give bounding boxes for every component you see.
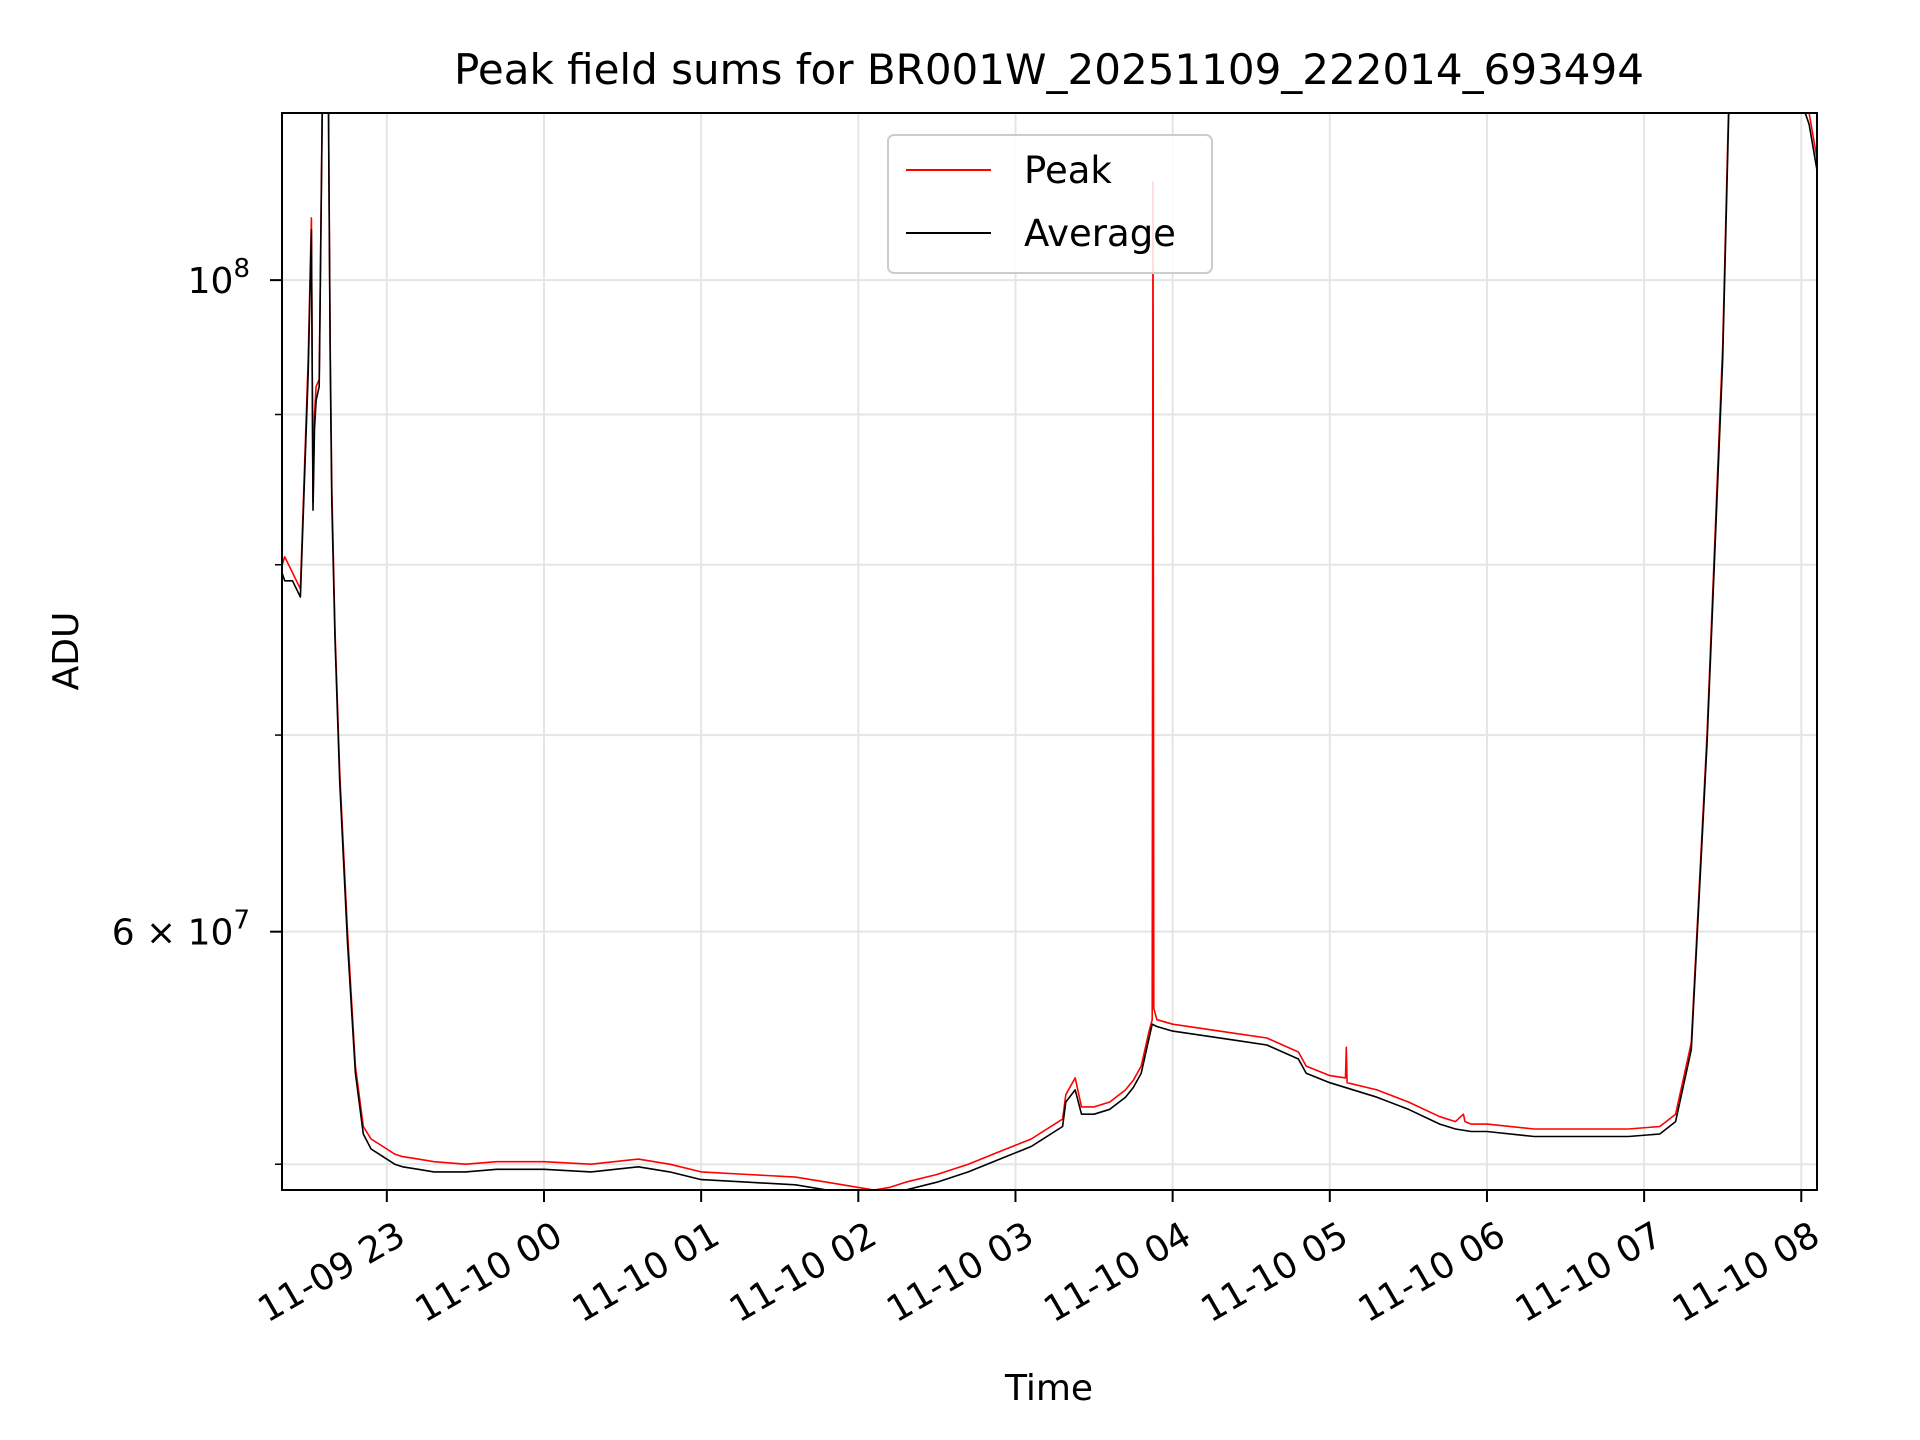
series-layer: [282, 113, 1817, 1190]
chart-title: Peak field sums for BR001W_20251109_2220…: [454, 45, 1644, 94]
y-tick-label: 6 × 107: [112, 906, 250, 954]
legend: Peak Average: [887, 134, 1213, 274]
y-tick-label: 108: [188, 254, 250, 302]
y-axis-label: ADU: [46, 612, 87, 691]
y-tick-label-base: 6 × 10: [112, 913, 234, 954]
y-tick-label-exponent: 8: [233, 254, 250, 284]
y-tick-label-base: 10: [188, 261, 234, 302]
x-axis-label: Time: [1004, 1368, 1093, 1409]
y-tick-label-exponent: 7: [233, 906, 250, 936]
grid: [282, 113, 1817, 1190]
plot-area-frame: [281, 112, 1818, 1191]
legend-label-average: Average: [1024, 212, 1176, 255]
series-line-average: [282, 113, 1817, 1190]
legend-label-peak: Peak: [1024, 149, 1112, 192]
